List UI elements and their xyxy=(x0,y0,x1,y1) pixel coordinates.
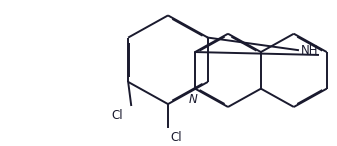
Text: Cl: Cl xyxy=(170,131,182,144)
Text: Cl: Cl xyxy=(112,109,123,122)
Text: N: N xyxy=(189,93,197,106)
Text: NH: NH xyxy=(301,44,319,57)
